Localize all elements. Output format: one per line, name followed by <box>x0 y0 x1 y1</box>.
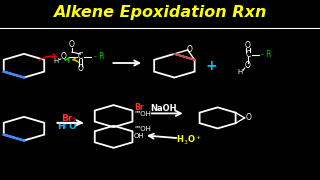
Text: C: C <box>78 52 83 61</box>
Text: H: H <box>54 58 59 64</box>
Text: H: H <box>58 122 65 131</box>
Text: O: O <box>186 45 192 54</box>
Text: ""OH: ""OH <box>134 111 151 117</box>
Text: ""OH: ""OH <box>134 127 151 132</box>
Text: H: H <box>237 69 243 75</box>
Text: 2: 2 <box>72 118 76 124</box>
Text: O: O <box>245 40 251 50</box>
Text: O: O <box>68 122 76 131</box>
Text: +: + <box>205 59 217 73</box>
Text: Br: Br <box>61 114 72 123</box>
Text: O: O <box>69 40 75 49</box>
Text: - R: - R <box>261 50 271 59</box>
Text: O: O <box>78 64 84 73</box>
Text: H$_3$O$^+$: H$_3$O$^+$ <box>176 134 202 147</box>
Text: Alkene Epoxidation Rxn: Alkene Epoxidation Rxn <box>53 5 267 20</box>
Text: OH: OH <box>134 133 145 139</box>
Text: O: O <box>61 52 67 61</box>
Text: $_2$: $_2$ <box>62 122 68 131</box>
Text: O: O <box>245 61 251 70</box>
Text: - R: - R <box>94 52 105 61</box>
Text: NaOH: NaOH <box>150 104 176 113</box>
Text: Br: Br <box>134 103 144 112</box>
Text: O: O <box>245 113 251 122</box>
Text: C: C <box>245 50 251 59</box>
